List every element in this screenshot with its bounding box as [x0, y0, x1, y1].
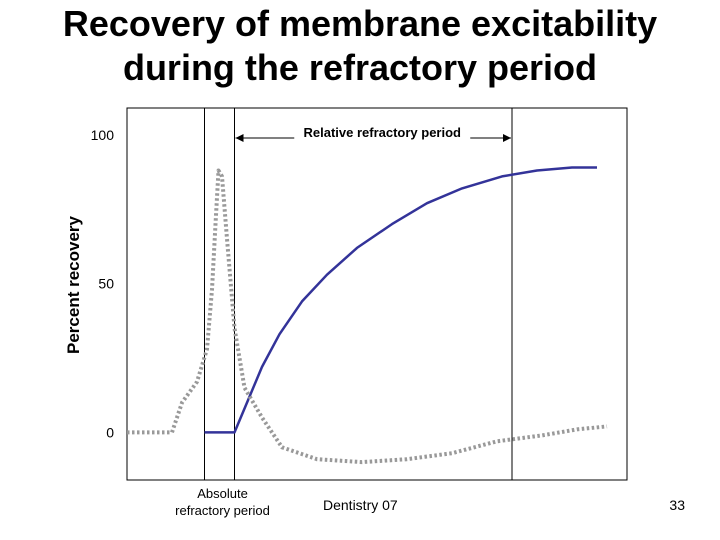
y-tick-label-100: 100	[91, 127, 115, 143]
dotted-series-line	[127, 168, 608, 465]
relative-refractory-label-background	[294, 126, 471, 142]
page-number: 33	[669, 497, 685, 513]
refractory-markers	[204, 108, 513, 480]
recovery-series-line	[204, 166, 597, 434]
relative-refractory-label: Relative refractory period	[303, 125, 461, 140]
y-tick-label-0: 0	[106, 424, 114, 440]
y-tick-labels: 0 50 100	[91, 127, 115, 441]
chart-title: Recovery of membrane excitability during…	[0, 2, 720, 90]
chart-title-line-1: Recovery of membrane excitability	[62, 3, 658, 44]
footer-course-label: Dentistry 07	[323, 497, 398, 513]
plot-frame	[126, 107, 628, 481]
absolute-refractory-label-line-2: refractory period	[175, 503, 270, 518]
absolute-refractory-label-line-1: Absolute	[197, 486, 248, 501]
chart-title-line-2: during the refractory period	[122, 47, 598, 88]
y-tick-label-50: 50	[98, 276, 114, 292]
series-lines	[127, 166, 608, 465]
annotations: Relative refractory period Absolute refr…	[175, 125, 511, 518]
